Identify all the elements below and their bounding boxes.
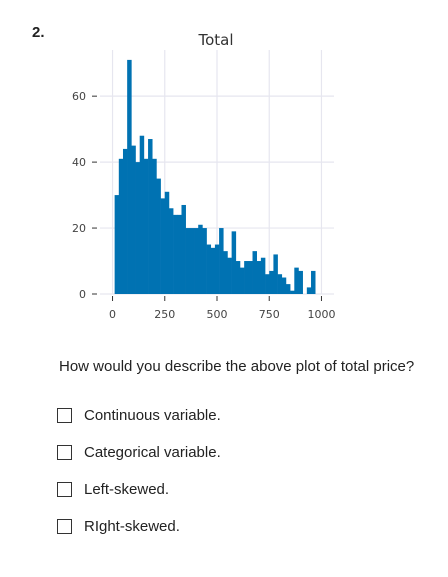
histogram-bar xyxy=(114,195,120,294)
x-tick-label: 500 xyxy=(207,308,228,321)
x-tick-label: 0 xyxy=(109,308,116,321)
histogram-bar xyxy=(210,247,216,294)
histogram-bar xyxy=(118,158,124,294)
histogram-bar xyxy=(306,287,312,294)
question-text: How would you describe the above plot of… xyxy=(59,358,415,375)
histogram-bar xyxy=(256,261,262,294)
histogram-bar xyxy=(244,261,249,294)
histogram-bar xyxy=(239,267,245,294)
option-right-skewed[interactable]: RIght-skewed. xyxy=(57,508,221,545)
histogram-bar xyxy=(122,148,128,294)
y-axis-ticks: 0 20 40 60 xyxy=(72,90,97,301)
histogram-bars xyxy=(114,59,316,294)
histogram-bar xyxy=(181,204,186,294)
histogram-bar xyxy=(206,244,212,294)
histogram-bar xyxy=(143,158,149,294)
histogram-bar xyxy=(290,290,295,294)
checkbox-continuous-variable[interactable] xyxy=(57,408,72,423)
answer-options: Continuous variable. Categorical variabl… xyxy=(57,397,221,545)
checkbox-right-skewed[interactable] xyxy=(57,519,72,534)
y-tick-label: 60 xyxy=(72,90,86,103)
histogram-bar xyxy=(273,254,278,294)
x-axis-ticks: 0 250 500 750 1000 xyxy=(109,296,335,321)
histogram-bar xyxy=(298,270,303,294)
histogram-bar xyxy=(185,228,191,294)
histogram-bar xyxy=(285,284,291,294)
histogram-bar xyxy=(260,257,266,294)
histogram-bar xyxy=(127,59,132,294)
option-continuous-variable[interactable]: Continuous variable. xyxy=(57,397,221,434)
option-label: Left-skewed. xyxy=(84,481,170,498)
histogram-bar xyxy=(294,267,299,294)
histogram-bar xyxy=(156,178,161,294)
histogram-bar xyxy=(231,231,237,294)
histogram-bar xyxy=(177,214,182,294)
histogram-bar xyxy=(189,228,195,294)
histogram-bar xyxy=(164,191,170,294)
question-number: 2. xyxy=(32,24,45,41)
histogram-bar xyxy=(277,274,283,294)
option-label: Continuous variable. xyxy=(84,407,221,424)
histogram-chart: 0 250 500 750 1000 0 20 40 60 Total xyxy=(50,25,350,330)
x-tick-label: 750 xyxy=(259,308,280,321)
x-tick-label: 250 xyxy=(154,308,175,321)
chart-title: Total xyxy=(197,31,233,49)
histogram-bar xyxy=(131,145,136,294)
histogram-bar xyxy=(219,228,224,294)
checkbox-left-skewed[interactable] xyxy=(57,482,72,497)
histogram-bar xyxy=(152,158,157,294)
histogram-bar xyxy=(248,261,253,294)
histogram-bar xyxy=(265,274,270,294)
y-tick-label: 20 xyxy=(72,222,86,235)
histogram-bar xyxy=(148,139,153,294)
y-tick-label: 40 xyxy=(72,156,86,169)
histogram-bar xyxy=(194,228,199,294)
histogram-bar xyxy=(173,214,178,294)
option-label: RIght-skewed. xyxy=(84,518,180,535)
histogram-bar xyxy=(198,224,203,294)
histogram-bar xyxy=(139,135,145,294)
histogram-bar xyxy=(223,251,228,294)
histogram-bar xyxy=(269,270,274,294)
histogram-bar xyxy=(214,244,220,294)
histogram-bar xyxy=(281,277,287,294)
histogram-svg: 0 250 500 750 1000 0 20 40 60 Total xyxy=(72,31,335,321)
histogram-bar xyxy=(160,198,166,294)
checkbox-categorical-variable[interactable] xyxy=(57,445,72,460)
histogram-bar xyxy=(168,208,174,294)
histogram-bar xyxy=(227,257,232,294)
option-left-skewed[interactable]: Left-skewed. xyxy=(57,471,221,508)
histogram-bar xyxy=(135,162,140,294)
histogram-bar xyxy=(202,228,207,294)
y-tick-label: 0 xyxy=(79,288,86,301)
option-label: Categorical variable. xyxy=(84,444,221,461)
histogram-bar xyxy=(235,261,241,294)
histogram-bar xyxy=(311,270,316,294)
histogram-bar xyxy=(252,251,257,294)
x-tick-label: 1000 xyxy=(307,308,335,321)
option-categorical-variable[interactable]: Categorical variable. xyxy=(57,434,221,471)
